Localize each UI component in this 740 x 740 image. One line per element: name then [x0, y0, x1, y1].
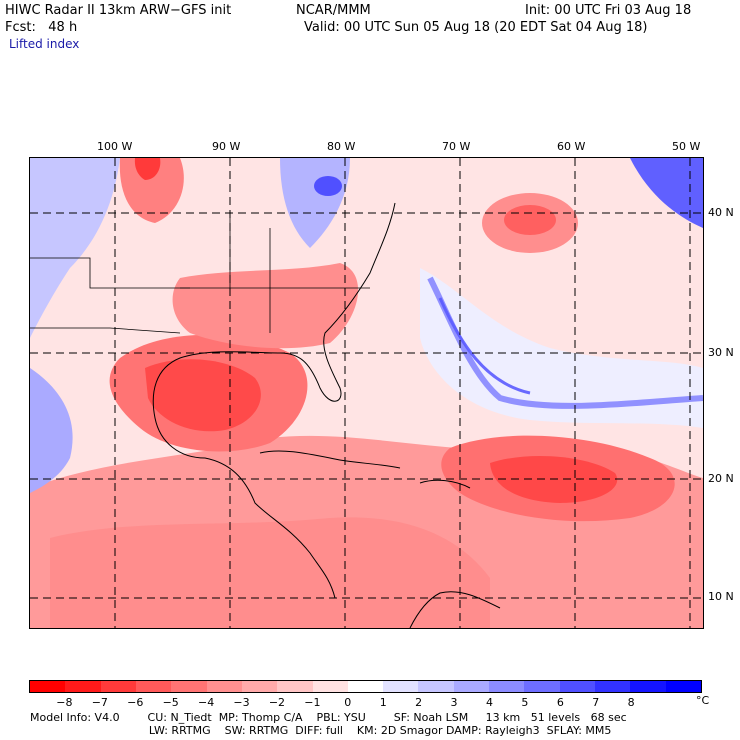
colorbar-tick-label: 0 [344, 696, 352, 709]
colorbar-swatch [630, 681, 666, 692]
colorbar-swatch [206, 681, 242, 692]
colorbar-tick-label: −8 [56, 696, 73, 709]
plains-unstable [119, 158, 184, 223]
colorbar-swatch [489, 681, 525, 692]
colorbar [29, 680, 702, 693]
valid-time: Valid: 00 UTC Sun 05 Aug 18 (20 EDT Sat … [304, 20, 648, 35]
lat-label: 30 N [708, 346, 734, 359]
political-borders [30, 213, 370, 334]
colorbar-swatch [100, 681, 136, 692]
colorbar-tick-label: −4 [197, 696, 215, 709]
north-atlantic-core [504, 205, 556, 235]
colorbar-swatch [453, 681, 490, 692]
colorbar-swatch [135, 681, 172, 692]
colorbar-tick-label: 2 [415, 696, 423, 709]
colorbar-swatch [171, 681, 207, 692]
colorbar-tick-label: −7 [91, 696, 108, 709]
lon-label: 90 W [212, 140, 241, 153]
coastline-cuba [259, 450, 401, 469]
colorbar-tick-label: 4 [485, 696, 493, 709]
colorbar-tick-label: −2 [268, 696, 286, 709]
colorbar-tick-label: 7 [592, 696, 600, 709]
lifted-index-map [29, 157, 704, 629]
colorbar-swatch [559, 681, 595, 692]
organization: NCAR/MMM [296, 3, 371, 18]
plains-core [134, 158, 161, 180]
colorbar-swatch [595, 681, 631, 692]
colorbar-tick-label: 5 [521, 696, 529, 709]
gulf-core [145, 359, 261, 432]
lat-label: 10 N [708, 590, 734, 603]
northwest-stable [30, 158, 120, 338]
colorbar-tick-label: −1 [304, 696, 321, 709]
colorbar-swatch [665, 681, 701, 692]
colorbar-swatch [277, 681, 313, 692]
colorbar-swatch [241, 681, 278, 692]
colorbar-tick-label: 3 [450, 696, 458, 709]
init-time: Init: 00 UTC Fri 03 Aug 18 [525, 3, 692, 18]
atlantic-stable-core [438, 297, 531, 395]
lon-label: 70 W [442, 140, 471, 153]
lat-label: 40 N [708, 206, 734, 219]
border [30, 327, 181, 334]
colorbar-swatch [30, 681, 66, 692]
colorbar-swatch [524, 681, 560, 692]
coastline-south-america [409, 591, 501, 628]
lat-label: 20 N [708, 472, 734, 485]
graticule [30, 158, 703, 628]
colorbar-tick-label: 1 [379, 696, 387, 709]
colorbar-swatch [347, 681, 384, 692]
lon-label: 100 W [97, 140, 133, 153]
colorbar-tick-label: −5 [162, 696, 179, 709]
colorbar-tick-label: −6 [127, 696, 144, 709]
colorbar-unit: °C [696, 694, 710, 707]
model-title: HIWC Radar II 13km ARW−GFS init [5, 3, 232, 18]
model-info-line2: LW: RRTMG SW: RRTMG DIFF: full KM: 2D Sm… [30, 724, 612, 737]
lake-stable-core [314, 176, 342, 196]
colorbar-tick-label: 8 [627, 696, 635, 709]
lon-label: 60 W [557, 140, 586, 153]
model-info-line1: Model Info: V4.0 CU: N_Tiedt MP: Thomp C… [30, 711, 627, 724]
caribbean-unstable-region [50, 517, 490, 628]
forecast-hour: Fcst: 48 h [5, 20, 78, 35]
northeast-stable [630, 158, 703, 228]
coastline-north-america [152, 202, 396, 599]
border [30, 257, 190, 289]
colorbar-tick-label: −3 [233, 696, 250, 709]
colorbar-swatch [312, 681, 348, 692]
colorbar-swatch [65, 681, 101, 692]
mexico-stable [30, 368, 73, 493]
coastline-hispaniola [419, 479, 471, 489]
coastlines [152, 202, 501, 628]
lon-label: 80 W [327, 140, 356, 153]
colorbar-swatch [383, 681, 419, 692]
field-name: Lifted index [9, 37, 80, 51]
southeast-us-region [172, 263, 359, 349]
map-canvas [30, 158, 703, 628]
colorbar-tick-label: 6 [556, 696, 564, 709]
colorbar-swatch [418, 681, 454, 692]
lon-label: 50 W [672, 140, 701, 153]
